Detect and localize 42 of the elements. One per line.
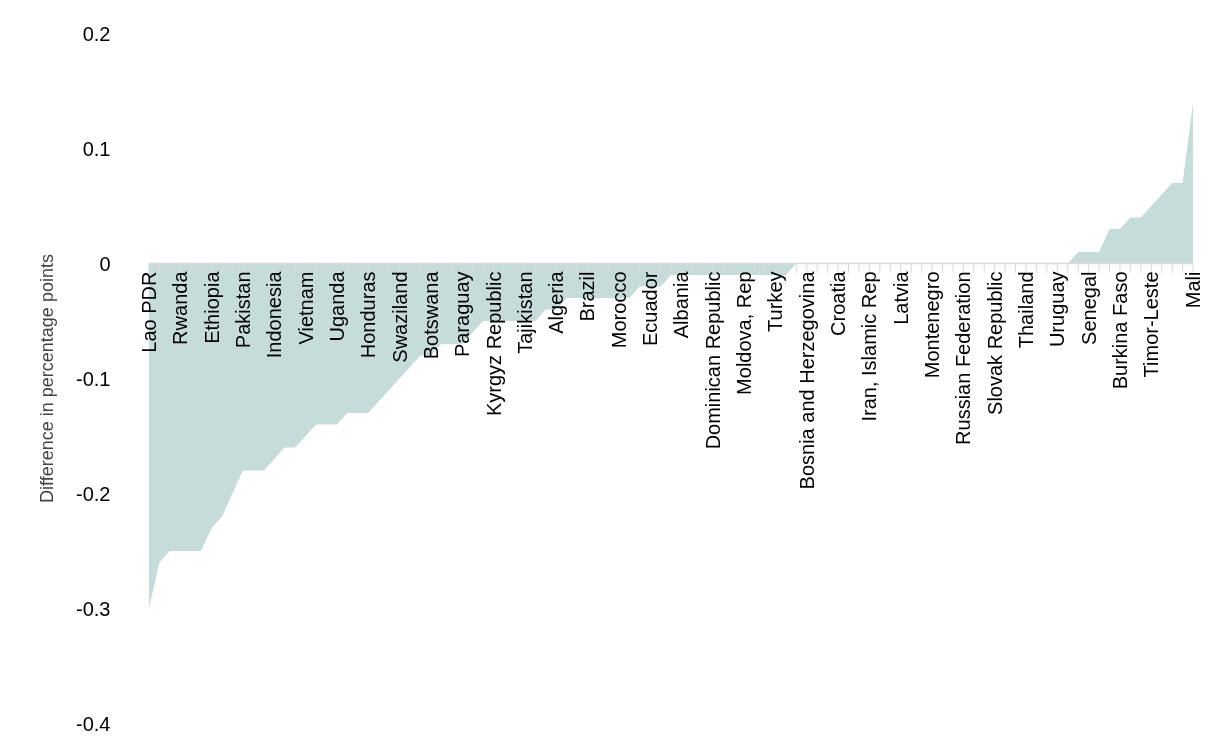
x-tick-label: Moldova, Rep bbox=[733, 271, 756, 395]
x-tick-label: Ecuador bbox=[639, 271, 662, 346]
y-axis-title: Difference in percentage points bbox=[37, 254, 58, 503]
x-tick-label: Tajikistan bbox=[513, 271, 536, 354]
y-tick-label: -0.1 bbox=[76, 367, 111, 390]
x-tick-label: Latvia bbox=[889, 270, 912, 325]
x-tick-label: Thailand bbox=[1015, 271, 1037, 349]
x-tick-label: Brazil bbox=[576, 271, 599, 322]
x-tick-label: Paraguay bbox=[451, 271, 474, 358]
x-tick-label: Uganda bbox=[325, 270, 348, 342]
x-tick-label: Rwanda bbox=[169, 270, 192, 345]
x-tick-label: Vietnam bbox=[294, 271, 317, 345]
x-tick-label: Indonesia bbox=[263, 270, 286, 359]
x-tick-label: Mali bbox=[1182, 271, 1205, 309]
x-tick-label: Bosnia and Herzegovina bbox=[795, 270, 818, 490]
x-tick-label: Pakistan bbox=[231, 271, 254, 349]
x-tick-label: Botswana bbox=[419, 270, 442, 360]
x-tick-label: Slovak Republic bbox=[983, 271, 1006, 415]
y-tick-label: -0.3 bbox=[76, 597, 111, 620]
x-tick-label: Albania bbox=[670, 270, 693, 339]
y-tick-label: 0 bbox=[99, 252, 111, 275]
x-tick-label: Algeria bbox=[545, 270, 568, 334]
x-tick-label: Iran, Islamic Rep bbox=[858, 271, 881, 422]
y-tick-label: 0.2 bbox=[82, 22, 111, 45]
x-tick-label: Montenegro bbox=[921, 271, 944, 379]
y-tick-label: -0.4 bbox=[76, 712, 111, 735]
x-tick-label: Kyrgyz Republic bbox=[482, 271, 505, 416]
y-tick-label: 0.1 bbox=[82, 137, 111, 160]
x-tick-label: Morocco bbox=[607, 271, 630, 349]
x-tick-label: Senegal bbox=[1077, 271, 1100, 345]
x-tick-label: Uruguay bbox=[1046, 271, 1069, 348]
x-tick-label: Timor-Leste bbox=[1140, 271, 1163, 378]
x-tick-label: Lao PDR bbox=[137, 271, 160, 353]
x-tick-label: Ethiopia bbox=[200, 270, 223, 344]
x-tick-label: Burkina Faso bbox=[1108, 271, 1131, 390]
x-tick-label: Swaziland bbox=[388, 271, 411, 363]
x-tick-label: Dominican Republic bbox=[701, 271, 724, 450]
y-tick-label: -0.2 bbox=[76, 482, 111, 505]
x-tick-label: Honduras bbox=[357, 271, 380, 359]
x-tick-label: Russian Federation bbox=[952, 271, 975, 445]
x-tick-label: Turkey bbox=[764, 271, 787, 332]
x-tick-label: Croatia bbox=[827, 270, 850, 336]
